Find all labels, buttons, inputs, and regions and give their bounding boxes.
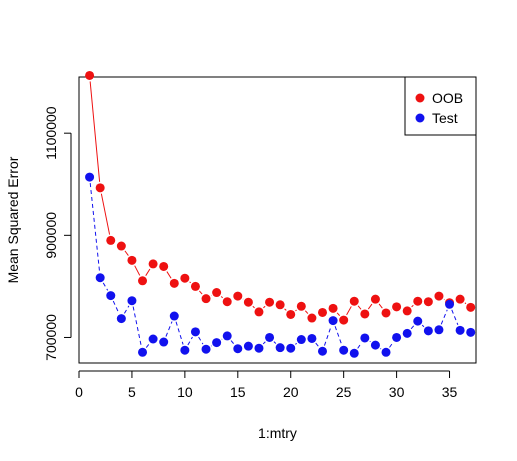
- x-tick-label: 35: [442, 384, 458, 400]
- data-point-test: [201, 344, 211, 354]
- data-point-test: [159, 337, 169, 347]
- x-tick-label: 10: [177, 384, 193, 400]
- data-point-oob: [296, 301, 306, 311]
- y-axis: 700000 900000 1100000: [43, 106, 72, 361]
- x-tick-label: 15: [230, 384, 246, 400]
- data-point-test: [265, 332, 275, 342]
- data-point-oob: [466, 302, 476, 312]
- data-point-oob: [243, 297, 253, 307]
- data-point-oob: [254, 307, 264, 317]
- data-point-oob: [392, 302, 402, 312]
- data-point-test: [339, 345, 349, 355]
- data-point-test: [190, 327, 200, 337]
- data-point-oob: [212, 288, 222, 298]
- data-point-test: [286, 343, 296, 353]
- data-point-oob: [328, 303, 338, 313]
- data-point-oob: [201, 294, 211, 304]
- plot-frame: [78, 76, 477, 364]
- data-point-test: [275, 343, 285, 353]
- data-point-test: [212, 338, 222, 348]
- data-point-oob: [116, 241, 126, 251]
- data-point-test: [148, 334, 158, 344]
- x-axis: 0 5 10 15 20 25 30 35: [75, 370, 458, 400]
- series-line-oob: [89, 81, 467, 316]
- data-point-oob: [455, 294, 465, 304]
- data-point-oob: [402, 306, 412, 316]
- data-point-test: [423, 326, 433, 336]
- x-tick-label: 25: [336, 384, 352, 400]
- data-point-oob: [138, 276, 148, 286]
- x-tick-label: 0: [75, 384, 83, 400]
- legend-marker-test: [415, 113, 425, 123]
- data-point-test: [307, 333, 317, 343]
- data-point-oob: [349, 296, 359, 306]
- series-line-test: [89, 183, 459, 350]
- data-point-oob: [434, 291, 444, 301]
- data-point-test: [317, 346, 327, 356]
- data-point-oob: [413, 296, 423, 306]
- data-point-oob: [275, 300, 285, 310]
- data-point-oob: [423, 297, 433, 307]
- data-point-oob: [307, 313, 317, 323]
- data-point-test: [402, 328, 412, 338]
- data-point-test: [254, 343, 264, 353]
- data-point-oob: [370, 294, 380, 304]
- data-point-oob: [127, 255, 137, 265]
- data-point-oob: [381, 308, 391, 318]
- legend-label-test: Test: [432, 110, 458, 126]
- legend-box: [404, 76, 477, 136]
- data-point-test: [106, 291, 116, 301]
- x-tick-label: 5: [128, 384, 136, 400]
- data-point-oob: [169, 278, 179, 288]
- y-tick-label: 900000: [43, 212, 59, 259]
- data-point-oob: [339, 315, 349, 325]
- data-point-test: [138, 347, 148, 357]
- data-point-test: [466, 327, 476, 337]
- data-point-oob: [106, 235, 116, 245]
- data-point-oob: [222, 297, 232, 307]
- data-point-test: [381, 347, 391, 357]
- legend-marker-oob: [415, 93, 425, 103]
- legend: OOB Test: [404, 76, 477, 136]
- data-point-test: [222, 331, 232, 341]
- data-point-test: [413, 316, 423, 326]
- y-tick-label: 1100000: [43, 106, 59, 160]
- data-point-test: [233, 344, 243, 354]
- x-axis-label: 1:mtry: [258, 425, 297, 441]
- data-point-oob: [360, 309, 370, 319]
- data-point-test: [434, 325, 444, 335]
- data-point-test: [455, 325, 465, 335]
- data-point-oob: [180, 273, 190, 283]
- data-point-oob: [317, 307, 327, 317]
- data-point-test: [85, 172, 95, 182]
- data-point-oob: [265, 297, 275, 307]
- data-point-test: [360, 333, 370, 343]
- data-point-oob: [159, 261, 169, 271]
- data-point-test: [127, 296, 137, 306]
- data-point-test: [95, 273, 105, 283]
- legend-label-oob: OOB: [432, 90, 463, 106]
- data-point-oob: [190, 281, 200, 291]
- data-point-oob: [95, 183, 105, 193]
- data-point-oob: [233, 291, 243, 301]
- data-point-test: [370, 340, 380, 350]
- data-point-test: [392, 332, 402, 342]
- x-tick-label: 30: [389, 384, 405, 400]
- data-point-test: [445, 299, 455, 309]
- data-point-oob: [148, 259, 158, 269]
- y-tick-label: 700000: [43, 314, 59, 361]
- data-point-test: [180, 345, 190, 355]
- data-point-test: [116, 314, 126, 324]
- data-point-test: [296, 335, 306, 345]
- data-point-test: [328, 316, 338, 326]
- x-tick-label: 20: [283, 384, 299, 400]
- data-point-test: [169, 311, 179, 321]
- series-layer: [85, 70, 476, 358]
- data-point-oob: [85, 70, 95, 80]
- data-point-test: [243, 341, 253, 351]
- y-axis-label: Mean Squared Error: [5, 156, 21, 283]
- data-point-oob: [286, 309, 296, 319]
- data-point-test: [349, 348, 359, 358]
